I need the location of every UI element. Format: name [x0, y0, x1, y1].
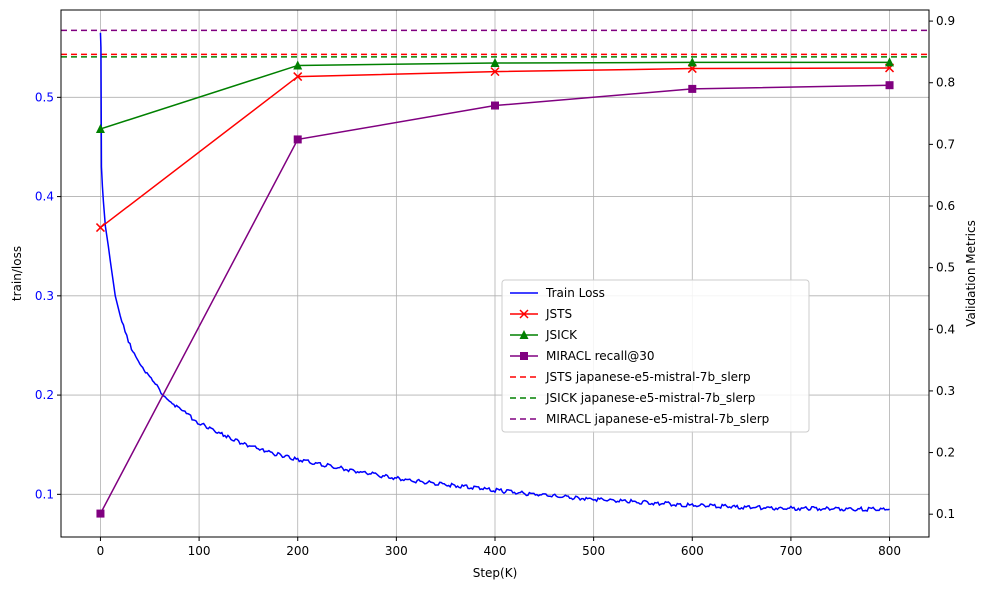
miracl-recall-30-point	[491, 101, 499, 110]
y-left-tick-label: 0.2	[35, 388, 54, 402]
y-axis-left-label: train/loss	[10, 246, 24, 301]
x-tick-label: 500	[582, 544, 605, 558]
legend-label: MIRACL recall@30	[546, 349, 655, 363]
y-left-tick-label: 0.4	[35, 190, 54, 204]
y-right-tick-label: 0.9	[936, 14, 955, 28]
legend-marker	[519, 330, 529, 339]
x-tick-label: 300	[385, 544, 408, 558]
jsts-point	[490, 67, 500, 77]
jsick-point	[293, 60, 303, 70]
legend-marker	[520, 352, 528, 360]
jsick-point	[95, 123, 105, 133]
legend-label: Train Loss	[545, 286, 605, 300]
legend-label: JSICK	[545, 328, 578, 342]
y-right-tick-label: 0.3	[936, 384, 955, 398]
miracl-recall-30-point	[96, 509, 105, 518]
train-loss-line	[99, 32, 890, 513]
legend-label: MIRACL japanese-e5-mistral-7b_slerp	[546, 412, 769, 426]
legend-box	[501, 279, 810, 433]
miracl-recall-30-point	[688, 84, 697, 93]
miracl-recall-30-point	[293, 135, 302, 144]
x-tick-label: 0	[97, 544, 105, 558]
jsts-point-stroke	[95, 223, 105, 233]
legend-marker	[519, 309, 529, 319]
y-axis-right-label: Validation Metrics	[964, 220, 978, 327]
x-tick-label: 100	[188, 544, 211, 558]
x-tick-label: 700	[779, 544, 802, 558]
y-left-tick-label: 0.5	[35, 90, 54, 104]
legend: Train Loss JSTS JSICK MIRACL recall@30 JSTS …	[501, 279, 810, 433]
miracl-recall-30-point	[885, 81, 894, 90]
y-left-tick-label: 0.3	[35, 289, 54, 303]
y-right-tick-label: 0.2	[936, 446, 955, 460]
legend-marker-stroke	[519, 309, 529, 319]
y-right-tick-label: 0.5	[936, 261, 955, 275]
y-right-tick-label: 0.4	[936, 322, 955, 336]
y-right-tick-label: 0.6	[936, 199, 955, 213]
y-left-tick-label: 0.1	[35, 487, 54, 501]
legend-label: JSICK japanese-e5-mistral-7b_slerp	[545, 391, 755, 405]
jsick-point	[885, 57, 895, 67]
jsts-point-stroke	[293, 72, 303, 82]
jsick-point	[687, 57, 697, 67]
legend-label: JSTS japanese-e5-mistral-7b_slerp	[545, 370, 751, 384]
jsts-point	[293, 72, 303, 82]
jsts-point-stroke	[490, 67, 500, 77]
jsick-point	[490, 58, 500, 68]
y-right-tick-label: 0.7	[936, 137, 955, 151]
y-right-tick-label: 0.8	[936, 76, 955, 90]
axes: 0 100 200 300 400 500 600 700 800 0.1 0.2 0.3 0.4 0.5…	[35, 14, 955, 558]
jsts-point	[95, 223, 105, 233]
x-axis-label: Step(K)	[473, 566, 518, 580]
x-tick-label: 200	[286, 544, 309, 558]
x-tick-label: 600	[681, 544, 704, 558]
x-tick-label: 400	[484, 544, 507, 558]
legend-label: JSTS	[545, 307, 572, 321]
x-tick-label: 800	[878, 544, 901, 558]
plot-area	[61, 29, 929, 518]
y-right-tick-label: 0.1	[936, 507, 955, 521]
